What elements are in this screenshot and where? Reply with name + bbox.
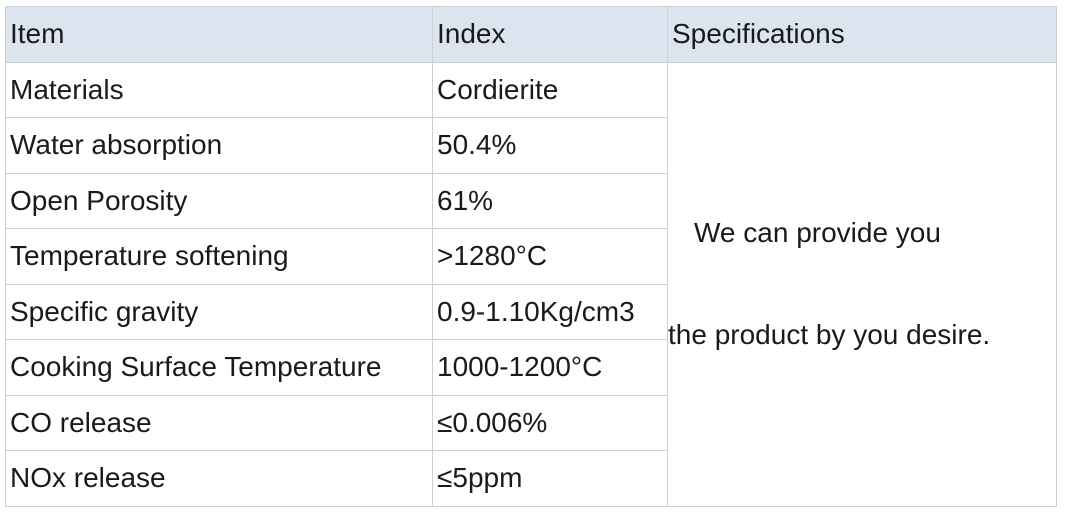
table-cell: Cordierite [432,61,668,118]
header-cell: Index [432,6,668,63]
table-cell: 61% [432,172,668,229]
table-row: Water absorption 50.4% [5,117,1057,174]
header-cell: Item [5,6,433,63]
table-row: Cooking Surface Temperature 1000-1200°C [5,339,1057,396]
specifications-note: We can provide you the product by you des… [667,61,1057,507]
table-cell: CO release [5,394,433,451]
table-body: Item Index Specifications Materials Cordi… [5,6,1057,507]
table-cell: Temperature softening [5,228,433,285]
table-cell: ≤5ppm [432,450,668,507]
note-line: We can provide you [694,217,941,248]
header-cell: Specifications [667,6,1057,63]
table-cell: Specific gravity [5,283,433,340]
table-row: CO release ≤0.006% [5,394,1057,451]
table-cell: Open Porosity [5,172,433,229]
spec-table: Item Index Specifications Materials Cordi… [5,6,1057,507]
note-line: the product by you desire. [668,319,991,350]
table-row: NOx release ≤5ppm [5,450,1057,507]
table-cell: 0.9-1.10Kg/cm3 [432,283,668,340]
table-cell: 1000-1200°C [432,339,668,396]
table-cell: Water absorption [5,117,433,174]
table-cell: >1280°C [432,228,668,285]
table-cell: NOx release [5,450,433,507]
table-cell: Materials [5,61,433,118]
table-cell: 50.4% [432,117,668,174]
table-cell: Cooking Surface Temperature [5,339,433,396]
table-cell: ≤0.006% [432,394,668,451]
table-row: Materials Cordierite We can provide you the… [5,61,1057,507]
header-row: Item Index Specifications [5,6,1057,63]
